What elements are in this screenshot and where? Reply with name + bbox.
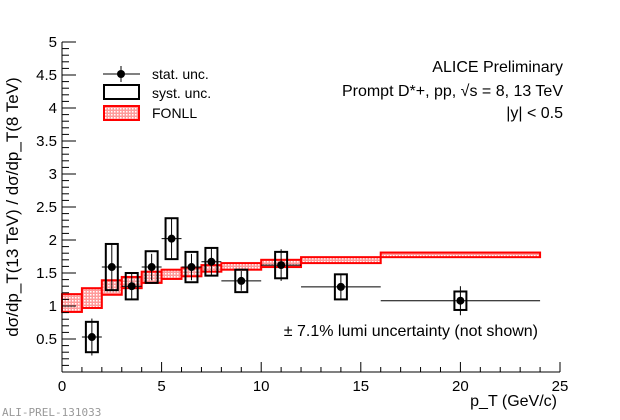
legend-stat-label: stat. unc. [152, 66, 209, 82]
data-point [161, 217, 182, 261]
y-tick-label: 3 [49, 166, 57, 183]
y-tick-label: 4.5 [36, 67, 57, 84]
data-point [301, 273, 381, 301]
data-point [201, 246, 222, 277]
y-tick-label: 3.5 [36, 133, 57, 150]
y-tick-label: 2 [49, 232, 57, 249]
fonll-bin [61, 293, 83, 313]
fonll-band [61, 251, 542, 313]
data-point [221, 268, 262, 294]
data-point [380, 286, 541, 316]
y-tick-label: 0.5 [36, 331, 57, 348]
legend-syst-box [103, 84, 140, 100]
axes [61, 41, 561, 373]
x-axis-label: p_T (GeV/c) [470, 393, 557, 410]
y-tick-label: 1 [49, 298, 57, 315]
syst-box [184, 250, 199, 284]
marker [456, 296, 465, 305]
data-point [141, 250, 162, 284]
x-tick-label: 15 [352, 378, 369, 395]
x-tick-label: 25 [552, 378, 569, 395]
marker [87, 333, 96, 342]
fonll-bin [379, 251, 542, 259]
marker [107, 263, 116, 272]
data-point [121, 272, 142, 301]
x-tick-label: 0 [58, 378, 66, 395]
data-point [261, 249, 302, 281]
marker [147, 263, 156, 272]
legend-syst-label: syst. unc. [152, 85, 211, 101]
marker [127, 282, 136, 291]
marker [237, 276, 246, 285]
rapidity-label: |y| < 0.5 [506, 105, 563, 122]
marker [207, 257, 216, 266]
process-label: Prompt D*+, pp, √s = 8, 13 TeV [342, 83, 563, 100]
syst-box [84, 320, 99, 354]
x-tick-label: 20 [452, 378, 469, 395]
x-tick-label: 10 [253, 378, 270, 395]
fonll-bin [80, 287, 103, 309]
syst-box [333, 273, 348, 301]
marker [336, 282, 345, 291]
y-tick-label: 2.5 [36, 199, 57, 216]
legend-fonll-swatch [103, 105, 140, 121]
fonll-bin [160, 268, 183, 280]
syst-box [164, 217, 179, 261]
y-tick-label: 5 [49, 34, 57, 51]
y-tick-label: 1.5 [36, 265, 57, 282]
syst-box [204, 246, 219, 277]
marker [167, 234, 176, 243]
data-point [81, 318, 102, 356]
syst-box [234, 268, 249, 294]
fonll-bin [300, 256, 382, 265]
data-point [181, 250, 202, 284]
y-tick-label: 4 [49, 100, 57, 117]
legend: stat. unc. syst. unc. FONLL [103, 66, 211, 121]
marker [187, 263, 196, 272]
tick-labels: 0 5 10 15 20 25 0.5 1 1.5 2 2.5 3 3.5 4 4.5 5 [36, 34, 568, 395]
experiment-label: ALICE Preliminary [432, 59, 563, 76]
syst-box [274, 250, 289, 280]
legend-stat-marker [117, 70, 125, 78]
legend-fonll-label: FONLL [152, 105, 197, 121]
syst-box [144, 250, 159, 284]
marker [277, 261, 286, 270]
lumi-annotation: ± 7.1% lumi uncertainty (not shown) [284, 323, 538, 340]
syst-box [104, 242, 119, 292]
watermark: ALI-PREL-131033 [2, 406, 101, 419]
syst-box [453, 290, 468, 311]
y-axis-label: dσ/dp_T(13 TeV) / dσ/dp_T(8 TeV) [3, 77, 22, 336]
data-points [81, 217, 541, 356]
syst-box [124, 272, 139, 301]
x-tick-label: 5 [157, 378, 165, 395]
data-point [101, 242, 122, 292]
